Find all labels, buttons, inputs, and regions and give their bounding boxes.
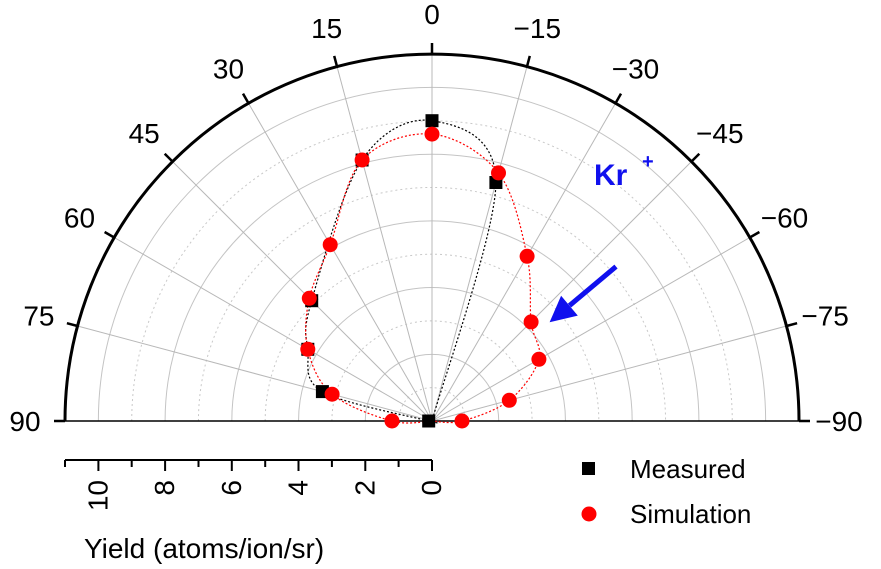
legend-simulation-marker [581, 506, 597, 522]
angle-tick [66, 321, 78, 328]
radial-axis: 10 8 6 4 2 0 Yield (atoms/ion/sr) [64, 459, 447, 564]
radial-tick-label: 8 [149, 480, 180, 496]
polar-frame [54, 43, 810, 423]
simulation-fit-curve [305, 133, 541, 424]
grid-spoke [172, 161, 433, 422]
simulation-point [531, 351, 547, 367]
angle-tick-label: 45 [129, 118, 160, 149]
measured-point [425, 114, 439, 128]
angle-tick-label: −45 [696, 118, 744, 149]
angle-tick-label: 15 [311, 13, 342, 44]
radial-tick-label: 0 [416, 480, 447, 496]
grid-spoke [113, 237, 433, 422]
angle-tick [690, 152, 701, 163]
grid-spoke [431, 161, 692, 422]
fit-curves [305, 119, 541, 424]
ion-arrow-shaft [567, 264, 618, 308]
angle-tick-label: −30 [612, 54, 660, 85]
angle-tick-labels: 90 75 60 45 30 15 0 −15 −30 −45 −60 −75 −90 [9, 0, 862, 437]
simulation-point [491, 165, 506, 181]
angle-tick-label: 75 [23, 301, 54, 332]
angle-tick-label: −60 [761, 203, 809, 234]
grid-spoke [248, 102, 433, 422]
minor-grid-arc [398, 387, 466, 422]
legend-measured-marker [582, 462, 595, 475]
radial-axis-title: Yield (atoms/ion/sr) [84, 533, 324, 564]
ion-arrow-head [549, 295, 578, 323]
simulation-point [454, 413, 470, 429]
angle-tick-label: −75 [801, 301, 849, 332]
radial-tick-label: 10 [82, 480, 113, 511]
grid-spoke [77, 325, 433, 422]
angle-tick-label: 60 [64, 203, 95, 234]
angle-tick [332, 55, 339, 67]
angle-tick [614, 92, 623, 104]
legend-simulation-label: Simulation [630, 499, 751, 529]
simulation-point [519, 248, 535, 264]
simulation-point [300, 341, 316, 357]
simulation-point [501, 392, 517, 408]
measured-point [422, 414, 436, 428]
radial-tick-label: 6 [216, 480, 247, 496]
angle-tick [786, 321, 798, 328]
angle-tick [525, 55, 532, 67]
angle-tick-label: 0 [424, 0, 440, 30]
simulation-point [424, 126, 440, 142]
angle-tick [103, 230, 115, 239]
angle-tick [241, 92, 250, 104]
simulation-point [324, 386, 340, 402]
angle-tick [163, 152, 174, 163]
simulation-point [301, 290, 317, 306]
data-markers [300, 114, 547, 429]
outer-arc [63, 52, 801, 422]
angle-tick [749, 230, 761, 239]
legend: Measured Simulation [581, 454, 751, 529]
simulation-point [384, 413, 400, 429]
ion-label: Kr [594, 159, 628, 192]
simulation-point [523, 314, 539, 330]
radial-tick-label: 4 [283, 480, 314, 496]
grid-spoke [431, 66, 528, 422]
grid-spoke [431, 325, 787, 422]
grid-spoke [336, 66, 433, 422]
measured-fit-curve [305, 119, 497, 424]
simulation-point [354, 152, 370, 168]
simulation-point [322, 237, 338, 253]
legend-measured-label: Measured [630, 454, 746, 484]
angle-tick-label: −90 [815, 406, 863, 437]
angle-tick-label: −15 [514, 13, 562, 44]
angle-tick-label: 90 [9, 406, 40, 437]
radial-tick-label: 2 [349, 480, 380, 496]
ion-charge-superscript: + [642, 151, 654, 173]
grid-spoke [431, 237, 751, 422]
angle-tick-label: 30 [213, 54, 244, 85]
polar-grid [65, 54, 799, 422]
ion-annotation: Kr + [549, 151, 654, 323]
